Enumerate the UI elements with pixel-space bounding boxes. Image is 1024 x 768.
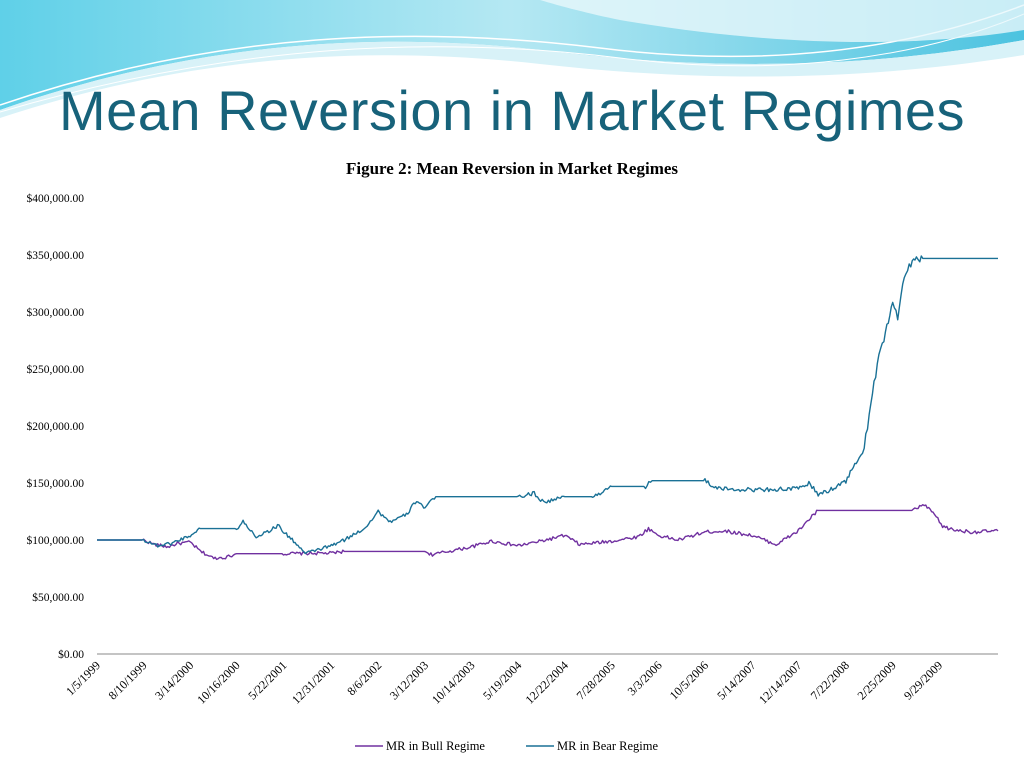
- y-tick-label: $300,000.00: [27, 306, 85, 319]
- y-tick-label: $250,000.00: [27, 363, 85, 376]
- y-axis-ticks: $0.00 $50,000.00 $100,000.00 $150,000.00 $20…: [27, 192, 85, 661]
- x-tick-label: 10/14/2003: [429, 658, 478, 707]
- slide-title: Mean Reversion in Market Regimes: [58, 79, 966, 142]
- x-tick-label: 8/10/1999: [105, 658, 149, 702]
- x-tick-label: 2/25/2009: [855, 658, 899, 702]
- x-tick-label: 5/19/2004: [480, 658, 524, 702]
- y-tick-label: $0.00: [58, 648, 84, 661]
- y-tick-label: $150,000.00: [27, 477, 85, 490]
- x-tick-label: 5/14/2007: [714, 658, 758, 702]
- line-chart: Figure 2: Mean Reversion in Market Regim…: [27, 159, 999, 753]
- x-tick-label: 7/28/2005: [574, 658, 618, 702]
- y-tick-label: $50,000.00: [32, 591, 84, 604]
- x-tick-label: 7/22/2008: [808, 658, 852, 702]
- x-tick-label: 3/12/2003: [387, 658, 431, 702]
- x-tick-label: 12/22/2004: [522, 658, 571, 707]
- series-lines: [97, 255, 999, 561]
- y-tick-label: $400,000.00: [27, 192, 85, 205]
- chart-title: Figure 2: Mean Reversion in Market Regim…: [346, 159, 678, 178]
- legend-label-mr-bull: MR in Bull Regime: [386, 739, 485, 753]
- x-tick-label: 3/14/2000: [152, 658, 196, 702]
- y-tick-label: $100,000.00: [27, 534, 85, 547]
- y-tick-label: $200,000.00: [27, 420, 85, 433]
- x-tick-label: 12/14/2007: [756, 658, 805, 707]
- legend-label-mr-bear: MR in Bear Regime: [557, 739, 658, 753]
- series-line-mr-bull: [97, 504, 999, 561]
- x-tick-label: 12/31/2001: [289, 658, 338, 707]
- slide-background-swoosh: [0, 0, 1024, 118]
- x-tick-label: 9/29/2009: [901, 658, 945, 702]
- x-tick-label: 1/5/1999: [63, 658, 103, 698]
- series-line-mr-bear: [97, 255, 998, 555]
- y-tick-label: $350,000.00: [27, 249, 85, 262]
- x-tick-label: 8/6/2002: [344, 658, 384, 698]
- x-tick-label: 3/3/2006: [625, 658, 665, 698]
- x-tick-label: 5/22/2001: [245, 658, 289, 702]
- x-tick-label: 10/16/2000: [194, 658, 243, 707]
- x-tick-label: 10/5/2006: [667, 658, 711, 702]
- legend: MR in Bull Regime MR in Bear Regime: [355, 739, 658, 753]
